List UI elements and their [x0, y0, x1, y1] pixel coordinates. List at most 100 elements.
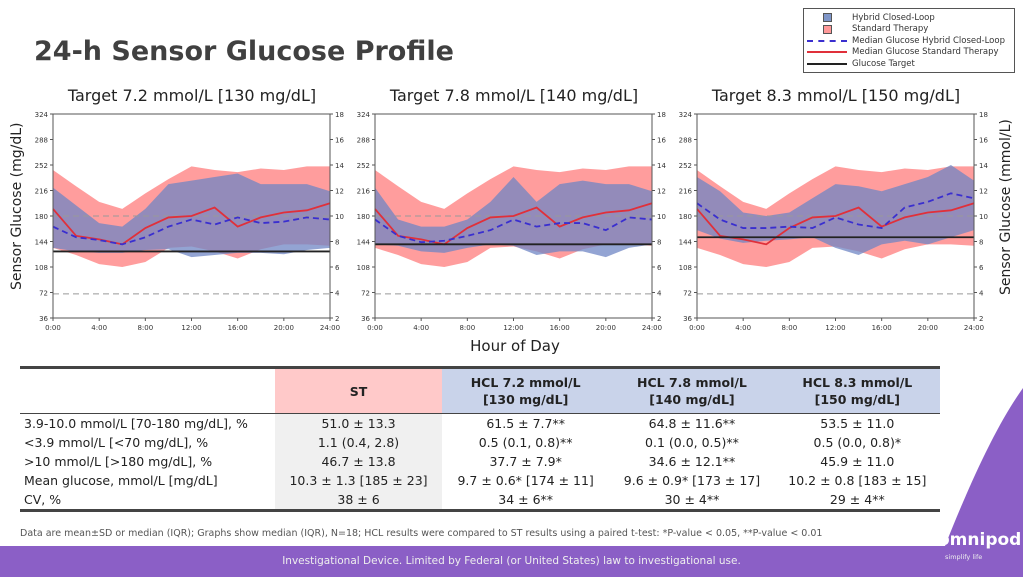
row-label: <3.9 mmol/L [<70 mg/dL], %: [24, 435, 209, 450]
table-cell: 34 ± 6**: [498, 492, 554, 507]
legend-symbol: [804, 13, 850, 22]
table-cell: 61.5 ± 7.7**: [486, 416, 565, 431]
y-tick-label-left: 180: [679, 213, 692, 221]
table-cell: 29 ± 4**: [829, 492, 885, 507]
st-median-line: [374, 202, 653, 246]
legend-item: Hybrid Closed-Loop: [804, 12, 935, 23]
x-tick-label: 0:00: [45, 324, 61, 332]
x-tick-label: 24:00: [642, 324, 662, 332]
y-tick-label-left: 216: [679, 188, 693, 196]
y-tick-label-left: 288: [679, 137, 692, 145]
y-tick-label-right: 8: [979, 239, 983, 247]
hcl-median-line: [374, 216, 653, 244]
chart-panel-2: 36 2 72 4 108 6 144 8 180 10 216 12 252 14 288 16 324 18 0…: [357, 111, 667, 332]
legend-symbol: [804, 24, 850, 34]
y-tick-label-left: 288: [357, 137, 370, 145]
panel-title-2: Target 7.8 mmol/L [140 mg/dL]: [389, 86, 639, 105]
x-tick-label: 0:00: [367, 324, 383, 332]
y-tick-label-left: 72: [361, 290, 370, 298]
y-tick-label-right: 16: [657, 137, 666, 145]
table-row: <3.9 mmol/L [<70 mg/dL], % 1.1 (0.4, 2.8)…: [20, 433, 940, 452]
hcl-iqr-band: [697, 165, 974, 255]
legend-label: Standard Therapy: [852, 24, 929, 35]
y-tick-label-left: 180: [35, 213, 48, 221]
y-tick-label-right: 4: [657, 290, 662, 298]
x-axis-label: Hour of Day: [470, 337, 560, 355]
table-cell: 53.5 ± 11.0: [820, 416, 895, 431]
table-row: >10 mmol/L [>180 mg/dL], % 46.7 ± 13.8 37.…: [20, 452, 940, 471]
table-row: CV, % 38 ± 6 34 ± 6** 30 ± 4** 29 ± 4**: [20, 490, 940, 511]
column-header: HCL 7.2 mmol/L [130 mg/dL]: [441, 367, 610, 414]
table-cell: 45.9 ± 11.0: [820, 454, 895, 469]
y-tick-label-left: 36: [361, 315, 370, 323]
table-cell: 0.1 (0.0, 0.5)**: [645, 435, 739, 450]
x-tick-label: 0:00: [689, 324, 705, 332]
table-cell: 10.2 ± 0.8 [183 ± 15]: [788, 473, 927, 488]
legend-item: Median Glucose Hybrid Closed-Loop: [804, 35, 1005, 46]
y-tick-label-left: 288: [35, 137, 48, 145]
x-tick-label: 20:00: [274, 324, 294, 332]
y-tick-label-left: 180: [357, 213, 370, 221]
table-cell: 38 ± 6: [275, 490, 442, 511]
hcl-iqr-band: [375, 177, 652, 258]
footnote: Data are mean±SD or median (IQR); Graphs…: [20, 528, 823, 539]
y-tick-label-right: 12: [979, 188, 988, 196]
row-label: 3.9-10.0 mmol/L [70-180 mg/dL], %: [24, 416, 248, 431]
table-cell: 37.7 ± 7.9*: [489, 454, 562, 469]
y-tick-label-right: 10: [979, 213, 988, 221]
y-tick-label-right: 14: [657, 162, 666, 170]
chart-panel-1: 36 2 72 4 108 6 144 8 180 10 216 12 252 14 288 16 324 18 0…: [35, 111, 345, 332]
table-cell: 46.7 ± 13.8: [275, 452, 442, 471]
panel-title-1: Target 7.2 mmol/L [130 mg/dL]: [67, 86, 317, 105]
table-row: 3.9-10.0 mmol/L [70-180 mg/dL], % 51.0 ± …: [20, 413, 940, 433]
legend-label: Median Glucose Hybrid Closed-Loop: [852, 35, 1005, 46]
y-tick-label-right: 10: [657, 213, 666, 221]
table-cell: 9.6 ± 0.9* [173 ± 17]: [623, 473, 761, 488]
y-tick-label-left: 216: [357, 188, 371, 196]
x-tick-label: 16:00: [228, 324, 248, 332]
row-label: >10 mmol/L [>180 mg/dL], %: [24, 454, 213, 469]
x-tick-label: 20:00: [918, 324, 938, 332]
hcl-median-line: [52, 216, 331, 246]
table-cell: 34.6 ± 12.1**: [648, 454, 736, 469]
y-tick-label-left: 72: [39, 290, 48, 298]
y-tick-label-right: 18: [335, 111, 344, 119]
legend-symbol: [804, 51, 850, 54]
y-tick-label-right: 18: [657, 111, 666, 119]
legend-item: Glucose Target: [804, 58, 915, 69]
y-tick-label-right: 2: [657, 315, 661, 323]
chart-legend: Hybrid Closed-Loop Standard Therapy Median…: [803, 8, 1015, 73]
logo-tagline: simplify life: [945, 553, 983, 561]
x-tick-label: 8:00: [459, 324, 475, 332]
y-tick-label-left: 144: [679, 239, 693, 247]
y-tick-label-right: 2: [979, 315, 983, 323]
x-tick-label: 8:00: [781, 324, 797, 332]
y-tick-label-left: 36: [683, 315, 692, 323]
y-tick-label-right: 16: [979, 137, 988, 145]
x-tick-label: 16:00: [872, 324, 892, 332]
x-tick-label: 4:00: [735, 324, 751, 332]
y-tick-label-right: 16: [335, 137, 344, 145]
row-label: Mean glucose, mmol/L [mg/dL]: [24, 473, 218, 488]
y-tick-label-right: 8: [657, 239, 661, 247]
st-median-line: [696, 202, 975, 246]
x-tick-label: 20:00: [596, 324, 616, 332]
results-table: ST HCL 7.2 mmol/L [130 mg/dL] HCL 7.8 mmol…: [20, 366, 940, 512]
x-tick-label: 12:00: [503, 324, 523, 332]
y-tick-label-right: 6: [657, 264, 662, 272]
y-tick-label-left: 252: [35, 162, 48, 170]
legend-item: Standard Therapy: [804, 24, 928, 35]
column-header: HCL 7.8 mmol/L [140 mg/dL]: [609, 367, 775, 414]
y-tick-label-left: 108: [357, 264, 370, 272]
legend-symbol: [804, 62, 850, 65]
hcl-median-line: [696, 192, 975, 229]
y-tick-label-right: 6: [979, 264, 984, 272]
column-header: [20, 367, 276, 414]
table-row: Mean glucose, mmol/L [mg/dL] 10.3 ± 1.3 […: [20, 471, 940, 490]
y-tick-label-right: 12: [657, 188, 666, 196]
y-tick-label-left: 108: [679, 264, 692, 272]
y-tick-label-left: 252: [357, 162, 370, 170]
panel-title-3: Target 8.3 mmol/L [150 mg/dL]: [711, 86, 961, 105]
table-cell: 1.1 (0.4, 2.8): [275, 433, 442, 452]
